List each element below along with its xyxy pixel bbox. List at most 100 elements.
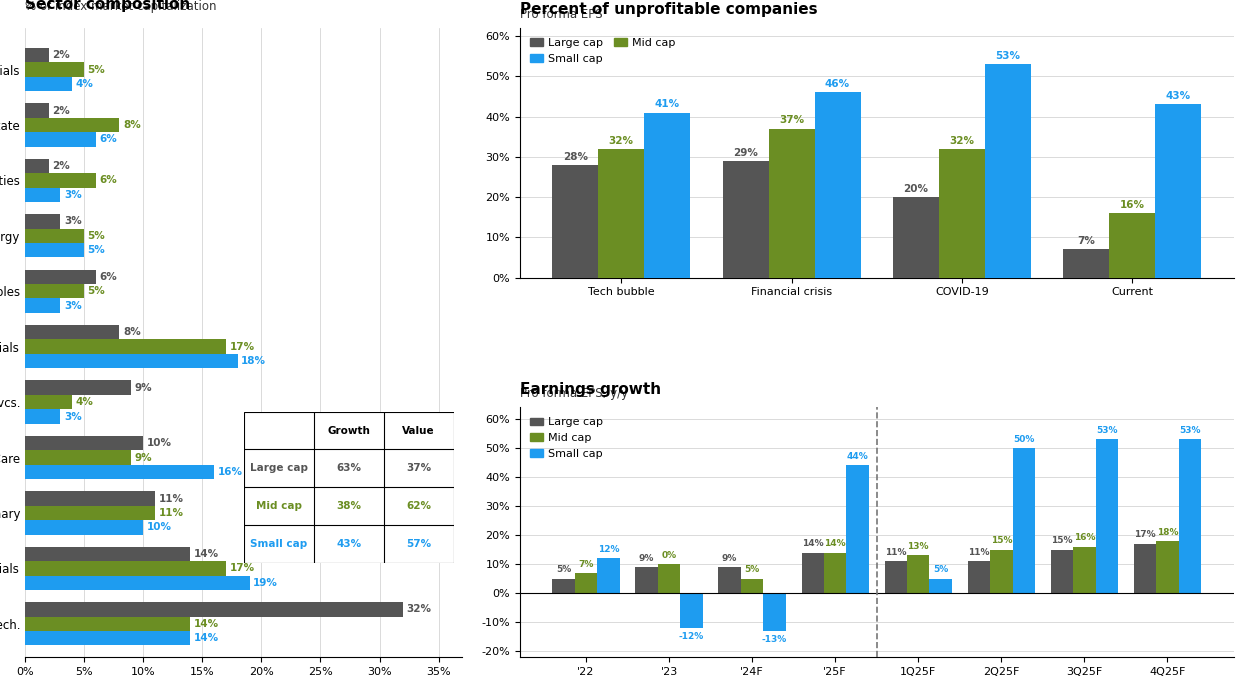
Text: 2%: 2% xyxy=(52,106,70,115)
Text: Sector composition: Sector composition xyxy=(25,0,191,11)
Text: 14%: 14% xyxy=(194,549,219,559)
Legend: Large cap, Mid cap, Small cap: Large cap, Mid cap, Small cap xyxy=(526,413,607,463)
Text: 41%: 41% xyxy=(654,99,680,109)
Bar xyxy=(635,567,658,593)
Text: 50%: 50% xyxy=(1013,435,1034,444)
Text: 17%: 17% xyxy=(229,342,254,352)
Bar xyxy=(846,466,868,593)
Bar xyxy=(597,559,619,593)
Text: 28%: 28% xyxy=(563,152,588,161)
Bar xyxy=(25,602,404,617)
Text: 18%: 18% xyxy=(1156,528,1179,537)
Bar xyxy=(1013,448,1035,593)
Bar xyxy=(824,552,846,593)
Text: 17%: 17% xyxy=(1134,531,1156,540)
Bar xyxy=(719,567,741,593)
Text: 18%: 18% xyxy=(242,356,267,366)
Text: 11%: 11% xyxy=(158,508,183,518)
Text: 8%: 8% xyxy=(123,327,141,337)
Text: 5%: 5% xyxy=(87,286,106,296)
Text: 10%: 10% xyxy=(147,522,172,533)
Bar xyxy=(25,491,155,506)
Bar xyxy=(769,129,815,278)
Text: 13%: 13% xyxy=(907,542,930,551)
Bar xyxy=(25,298,60,313)
Text: 14%: 14% xyxy=(194,633,219,643)
Text: 9%: 9% xyxy=(135,382,152,393)
Text: 16%: 16% xyxy=(1074,533,1095,542)
Bar xyxy=(25,173,96,187)
Bar xyxy=(25,117,120,132)
Bar xyxy=(1095,440,1118,593)
Text: 9%: 9% xyxy=(639,554,654,563)
Text: 32%: 32% xyxy=(406,605,432,614)
Text: 19%: 19% xyxy=(253,578,278,588)
Bar xyxy=(939,149,984,278)
Text: 15%: 15% xyxy=(1052,536,1073,545)
Bar xyxy=(25,450,131,465)
Text: 16%: 16% xyxy=(1120,200,1145,210)
Bar xyxy=(574,573,597,593)
Text: 11%: 11% xyxy=(158,493,183,503)
Legend: Large cap, Small cap, Mid cap: Large cap, Small cap, Mid cap xyxy=(526,34,679,68)
Bar xyxy=(893,197,939,278)
Bar xyxy=(25,395,72,410)
Text: 4%: 4% xyxy=(76,397,93,407)
Text: -12%: -12% xyxy=(679,633,704,642)
Text: Pro forma EPS, y/y: Pro forma EPS, y/y xyxy=(520,387,628,401)
Bar xyxy=(25,354,238,368)
Bar xyxy=(25,380,131,395)
Bar xyxy=(25,62,83,77)
Text: 14%: 14% xyxy=(825,539,846,548)
Bar xyxy=(658,564,680,593)
Text: 29%: 29% xyxy=(733,147,758,157)
Bar xyxy=(25,547,191,561)
Text: % of index market capitalization: % of index market capitalization xyxy=(25,0,217,13)
Text: 46%: 46% xyxy=(825,79,850,89)
Text: 3%: 3% xyxy=(64,412,82,421)
Text: 4%: 4% xyxy=(76,79,93,89)
Text: 32%: 32% xyxy=(609,136,634,145)
Text: Pro forma EPS: Pro forma EPS xyxy=(520,8,603,21)
Text: 5%: 5% xyxy=(87,245,106,255)
Text: 5%: 5% xyxy=(933,565,948,575)
Text: 5%: 5% xyxy=(87,64,106,75)
Text: 20%: 20% xyxy=(903,184,928,194)
Bar xyxy=(25,132,96,147)
Bar xyxy=(25,340,226,354)
Bar xyxy=(1109,213,1155,278)
Text: 10%: 10% xyxy=(147,438,172,448)
Text: 37%: 37% xyxy=(779,115,804,125)
Bar xyxy=(1073,547,1095,593)
Bar xyxy=(741,579,764,593)
Bar xyxy=(984,64,1030,278)
Bar xyxy=(552,579,574,593)
Bar xyxy=(1134,544,1156,593)
Bar xyxy=(1155,104,1201,278)
Text: Percent of unprofitable companies: Percent of unprofitable companies xyxy=(520,2,817,17)
Text: 17%: 17% xyxy=(229,563,254,573)
Text: 11%: 11% xyxy=(885,548,907,557)
Text: 14%: 14% xyxy=(802,539,824,548)
Text: 53%: 53% xyxy=(996,51,1020,61)
Bar xyxy=(552,165,598,278)
Text: 12%: 12% xyxy=(598,545,619,554)
Bar xyxy=(885,561,907,593)
Text: 43%: 43% xyxy=(1165,92,1191,101)
Bar xyxy=(968,561,991,593)
Bar xyxy=(25,243,83,257)
Text: 6%: 6% xyxy=(100,272,117,282)
Bar xyxy=(25,270,96,284)
Text: 5%: 5% xyxy=(87,231,106,241)
Text: 3%: 3% xyxy=(64,217,82,226)
Text: 11%: 11% xyxy=(968,548,989,557)
Text: 7%: 7% xyxy=(578,559,593,568)
Text: 6%: 6% xyxy=(100,134,117,145)
Bar xyxy=(1050,549,1073,593)
Bar xyxy=(25,48,49,62)
Text: 3%: 3% xyxy=(64,301,82,310)
Bar xyxy=(25,631,191,645)
Bar xyxy=(25,520,143,535)
Text: 2%: 2% xyxy=(52,161,70,171)
Bar xyxy=(25,617,191,631)
